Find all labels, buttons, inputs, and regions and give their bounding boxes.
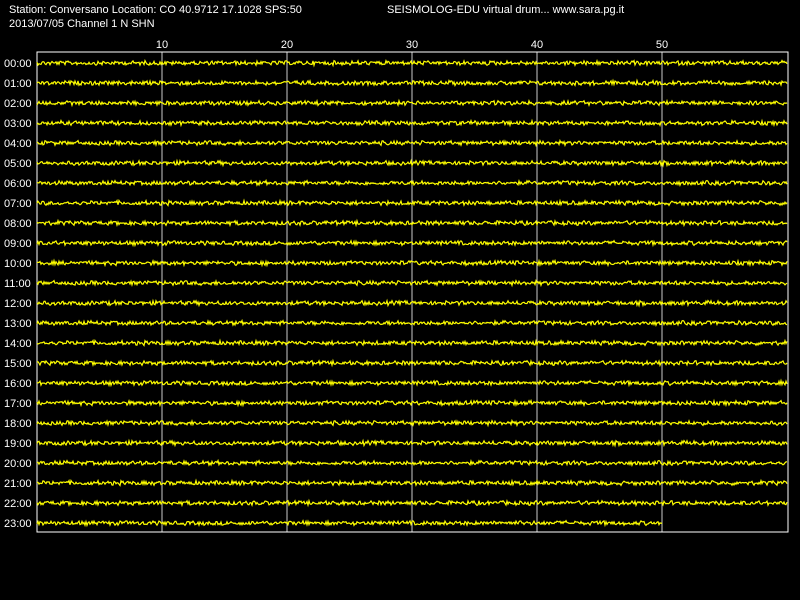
row-label: 18:00 [4, 418, 32, 430]
trace-0400 [36, 138, 788, 148]
date-channel-info: 2013/07/05 Channel 1 N SHN [9, 18, 155, 30]
x-tick-labels: 10 20 30 40 50 [156, 39, 668, 51]
row-label: 09:00 [4, 238, 32, 250]
row-label: 04:00 [4, 138, 32, 150]
row-label: 13:00 [4, 318, 32, 330]
row-label: 21:00 [4, 478, 32, 490]
row-label: 15:00 [4, 358, 32, 370]
row-label: 10:00 [4, 258, 32, 270]
station-info: Station: Conversano Location: CO 40.9712… [9, 4, 302, 16]
trace-2000 [36, 458, 788, 467]
x-tick-label: 30 [406, 39, 418, 51]
trace-1300 [36, 318, 788, 327]
trace-0200 [36, 98, 788, 108]
software-title: SEISMOLOG-EDU virtual drum... www.sara.p… [387, 4, 625, 16]
trace-1100 [36, 278, 788, 288]
row-label: 08:00 [4, 218, 32, 230]
x-tick-label: 40 [531, 39, 543, 51]
trace-1800 [36, 418, 788, 428]
traces [36, 58, 788, 528]
row-label: 03:00 [4, 118, 32, 130]
trace-0700 [36, 198, 788, 207]
trace-2100 [36, 478, 788, 487]
grid-lines [161, 52, 663, 532]
x-tick-label: 20 [281, 39, 293, 51]
row-label: 14:00 [4, 338, 32, 350]
row-label: 23:00 [4, 518, 32, 530]
trace-2300 [36, 519, 663, 528]
row-label: 17:00 [4, 398, 32, 410]
x-tick-label: 50 [656, 39, 668, 51]
trace-1500 [36, 358, 788, 368]
trace-1600 [36, 378, 788, 388]
row-label: 02:00 [4, 98, 32, 110]
row-label: 19:00 [4, 438, 32, 450]
row-label: 11:00 [4, 278, 31, 290]
row-label: 16:00 [4, 378, 32, 390]
x-tick-label: 10 [156, 39, 168, 51]
row-label: 00:00 [4, 58, 32, 70]
row-label: 05:00 [4, 158, 32, 170]
row-label: 01:00 [4, 78, 32, 90]
row-labels: 00:00 01:00 02:00 03:00 04:00 05:00 06:00 07:00… [4, 58, 32, 530]
trace-0100 [36, 78, 788, 87]
row-label: 06:00 [4, 178, 32, 190]
trace-0000 [36, 58, 788, 68]
trace-0300 [36, 118, 788, 128]
row-label: 07:00 [4, 198, 32, 210]
trace-1900 [36, 438, 788, 448]
trace-0600 [36, 178, 788, 187]
row-label: 22:00 [4, 498, 32, 510]
trace-1400 [36, 338, 788, 347]
trace-0800 [36, 218, 788, 228]
trace-2200 [36, 498, 788, 508]
trace-1700 [36, 398, 788, 408]
trace-1000 [36, 258, 788, 268]
row-label: 20:00 [4, 458, 32, 470]
row-label: 12:00 [4, 298, 32, 310]
trace-1200 [36, 298, 788, 308]
trace-0500 [36, 158, 788, 168]
trace-0900 [36, 239, 788, 248]
